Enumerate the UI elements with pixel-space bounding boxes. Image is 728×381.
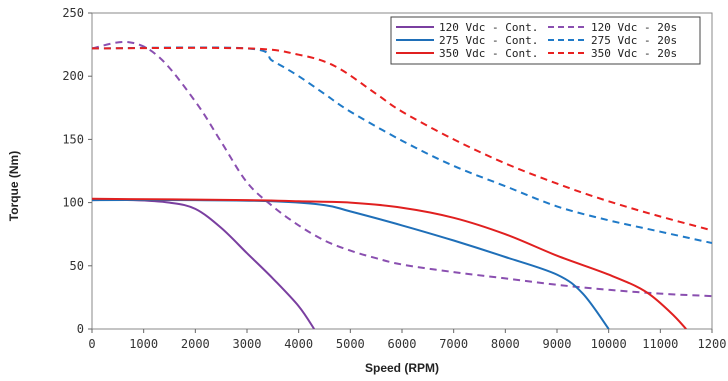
y-tick-label: 150: [62, 132, 84, 146]
x-tick-label: 11000: [642, 337, 678, 351]
x-tick-label: 0: [88, 337, 95, 351]
y-tick-label: 250: [62, 6, 84, 20]
x-tick-label: 2000: [181, 337, 210, 351]
legend-label-0: 120 Vdc - Cont.: [439, 21, 538, 34]
y-tick-label: 100: [62, 196, 84, 210]
x-tick-label: 9000: [543, 337, 572, 351]
series-line-4: [92, 197, 687, 329]
y-tick-label: 0: [77, 322, 84, 336]
y-axis-ticks: 0 50 100 150 200 250: [62, 6, 92, 336]
y-axis-title: Torque (Nm): [7, 151, 21, 221]
x-axis-title: Speed (RPM): [365, 361, 439, 375]
x-tick-label: 1200: [698, 337, 727, 351]
legend: 120 Vdc - Cont. 120 Vdc - 20s 275 Vdc - Co…: [390, 16, 701, 65]
x-tick-label: 8000: [491, 337, 520, 351]
legend-label-3: 275 Vdc - 20s: [591, 34, 677, 47]
plot-area: [91, 12, 713, 330]
legend-label-4: 350 Vdc - Cont.: [439, 47, 538, 60]
y-tick-label: 200: [62, 69, 84, 83]
legend-box: [390, 16, 701, 65]
x-tick-label: 4000: [284, 337, 313, 351]
legend-label-2: 275 Vdc - Cont.: [439, 34, 538, 47]
legend-label-5: 350 Vdc - 20s: [591, 47, 677, 60]
x-tick-label: 5000: [336, 337, 365, 351]
series-line-3: [92, 46, 712, 244]
x-axis-ticks: 0 1000 2000 3000 4000 5000 6000 7000 8000 9000 100…: [88, 329, 726, 351]
legend-label-1: 120 Vdc - 20s: [591, 21, 677, 34]
x-tick-label: 3000: [233, 337, 262, 351]
x-tick-label: 6000: [388, 337, 417, 351]
series-line-5: [92, 46, 712, 232]
x-tick-label: 10000: [591, 337, 627, 351]
y-tick-label: 50: [70, 259, 84, 273]
x-tick-label: 1000: [129, 337, 158, 351]
series-lines: [92, 40, 712, 329]
series-line-1: [92, 40, 712, 298]
x-tick-label: 7000: [439, 337, 468, 351]
